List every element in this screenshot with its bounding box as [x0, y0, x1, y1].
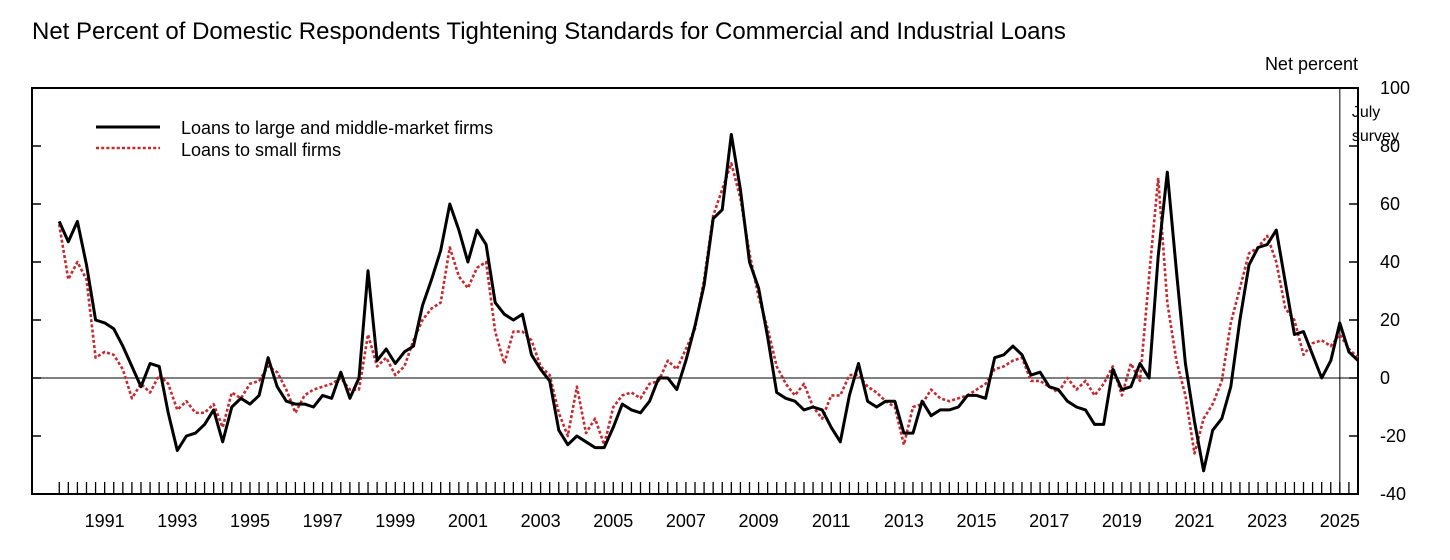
- x-tick-label: 1997: [303, 511, 343, 531]
- y-tick-label: 80: [1380, 136, 1400, 156]
- x-tick-label: 2001: [448, 511, 488, 531]
- legend-label-small-firms: Loans to small firms: [181, 140, 341, 160]
- annotation-july: July: [1352, 104, 1380, 121]
- x-tick-label: 2019: [1102, 511, 1142, 531]
- y-tick-label: -20: [1380, 426, 1406, 446]
- x-tick-label: 1995: [230, 511, 270, 531]
- x-tick-label: 2007: [666, 511, 706, 531]
- y-axis-label: Net percent: [1265, 54, 1358, 74]
- x-tick-label: 2023: [1247, 511, 1287, 531]
- x-tick-label: 2017: [1029, 511, 1069, 531]
- x-tick-label: 2021: [1174, 511, 1214, 531]
- x-tick-label: 1991: [85, 511, 125, 531]
- x-tick-label: 1993: [157, 511, 197, 531]
- y-tick-label: 40: [1380, 252, 1400, 272]
- series-line-large-firms: [57, 132, 1360, 473]
- x-tick-label: 2003: [521, 511, 561, 531]
- y-tick-label: 20: [1380, 310, 1400, 330]
- series-group: [57, 132, 1360, 473]
- y-tick-label: 100: [1380, 78, 1410, 98]
- legend: Loans to large and middle-market firms L…: [96, 118, 493, 160]
- x-tick-label: 1999: [375, 511, 415, 531]
- x-axis: 1991 1993 1995 1997 1999 2001 2003 2005 2007 2009…: [58, 482, 1360, 531]
- x-tick-label: 2009: [739, 511, 779, 531]
- x-tick-label: 2013: [884, 511, 924, 531]
- x-tick-label: 2011: [812, 511, 851, 531]
- x-tick-label: 2005: [593, 511, 633, 531]
- annotation-survey: survey: [1352, 128, 1399, 145]
- y-tick-label: 60: [1380, 194, 1400, 214]
- chart-title: Net Percent of Domestic Respondents Tigh…: [32, 18, 1066, 45]
- y-tick-label: -40: [1380, 484, 1406, 504]
- legend-label-large-firms: Loans to large and middle-market firms: [181, 118, 493, 138]
- y-tick-label: 0: [1380, 368, 1390, 388]
- x-tick-label: 2025: [1320, 511, 1360, 531]
- x-tick-label: 2015: [957, 511, 997, 531]
